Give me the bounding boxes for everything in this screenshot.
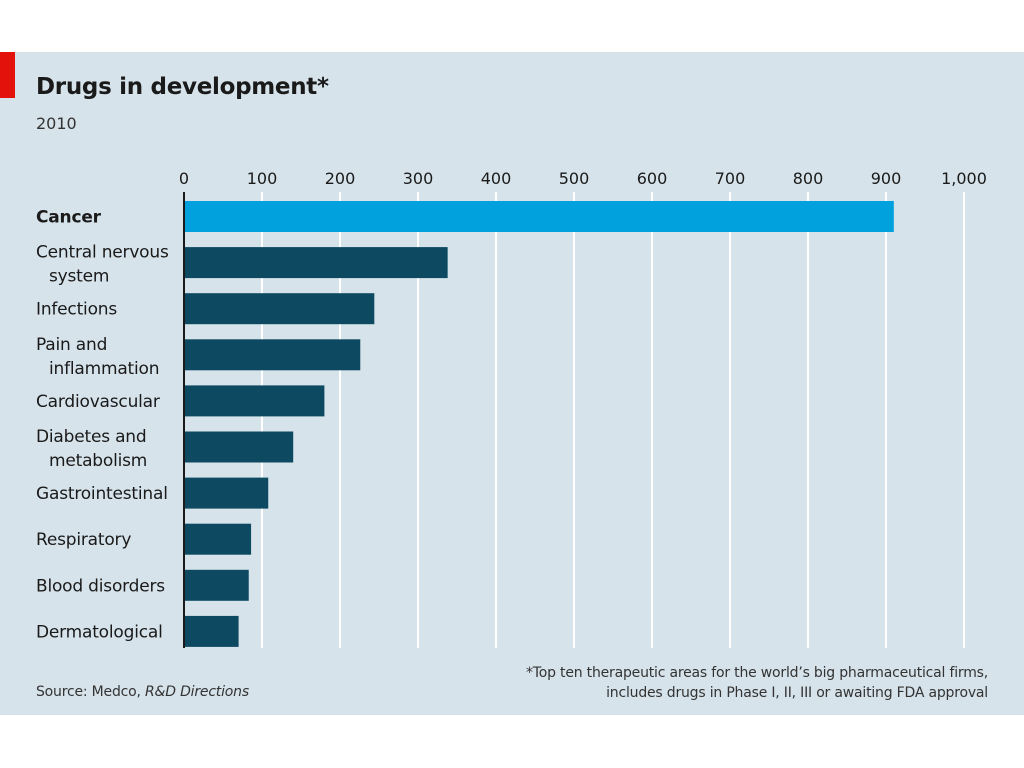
chart-subtitle: 2010 [36, 114, 77, 133]
footnote-line-2: includes drugs in Phase I, II, III or aw… [606, 685, 988, 701]
bar [184, 615, 239, 647]
x-tick-label: 500 [559, 169, 590, 188]
category-label: Pain and [36, 335, 107, 355]
category-label: inflammation [49, 359, 159, 379]
bar [184, 201, 894, 232]
x-tick-label: 700 [715, 169, 746, 188]
bar [184, 523, 252, 555]
x-tick-label: 1,000 [941, 169, 987, 188]
bar [184, 385, 325, 417]
source-publication: R&D Directions [145, 684, 249, 700]
x-tick-label: 900 [871, 169, 902, 188]
category-label: Dermatological [36, 622, 163, 642]
x-tick-label: 600 [637, 169, 668, 188]
category-label: Gastrointestinal [36, 484, 168, 504]
chart-title: Drugs in development* [36, 74, 329, 100]
category-label: Infections [36, 300, 117, 320]
category-label: Blood disorders [36, 576, 165, 596]
x-tick-label: 300 [403, 169, 434, 188]
footnote-line-1: *Top ten therapeutic areas for the world… [525, 665, 988, 681]
source-note: Source: Medco, R&D Directions [36, 684, 249, 700]
bar [184, 431, 294, 463]
x-tick-label: 200 [325, 169, 356, 188]
bar [184, 477, 269, 509]
chart-panel [0, 52, 1024, 715]
category-label: system [49, 267, 109, 287]
bar [184, 293, 375, 325]
source-prefix: Source: Medco, [36, 684, 145, 700]
category-label: Cardiovascular [36, 392, 160, 412]
category-label: Diabetes and [36, 427, 146, 447]
x-tick-label: 800 [793, 169, 824, 188]
x-tick-label: 0 [179, 169, 189, 188]
category-label: Cancer [36, 208, 102, 228]
bar [184, 339, 361, 371]
x-tick-label: 100 [247, 169, 278, 188]
footnote: *Top ten therapeutic areas for the world… [428, 663, 988, 703]
category-label: Central nervous [36, 243, 169, 263]
bar [184, 247, 448, 279]
bar [184, 569, 249, 601]
x-tick-label: 400 [481, 169, 512, 188]
category-label: metabolism [49, 451, 147, 471]
category-label: Respiratory [36, 530, 131, 550]
brand-tab [0, 52, 15, 98]
